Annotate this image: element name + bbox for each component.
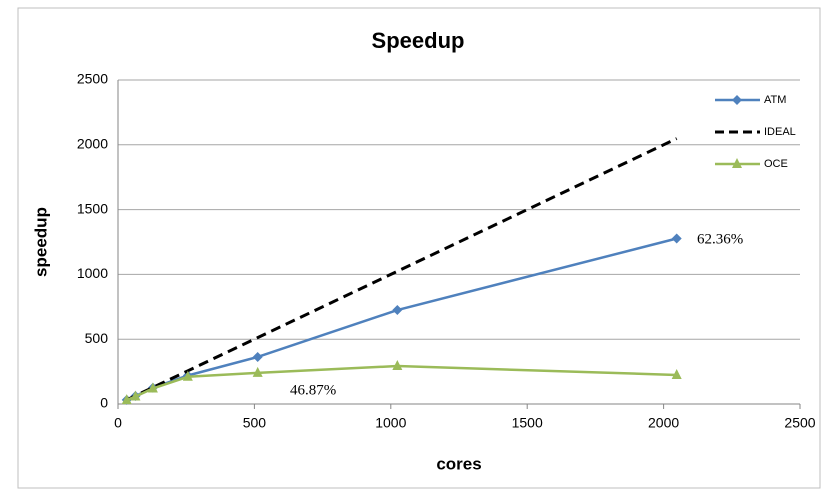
x-tick-label: 1500 (512, 415, 543, 431)
x-tick-label: 1000 (375, 415, 406, 431)
legend-label: IDEAL (764, 126, 796, 138)
y-tick-label: 2500 (77, 71, 108, 87)
y-tick-label: 500 (85, 330, 109, 346)
chart-frame (17, 7, 821, 489)
x-tick-label: 0 (114, 415, 122, 431)
annotation: 62.36% (697, 231, 743, 247)
marker (147, 382, 158, 393)
marker (392, 360, 403, 371)
annotation: 46.87% (290, 382, 336, 398)
marker (671, 233, 682, 244)
marker (252, 366, 263, 377)
marker (732, 158, 742, 168)
x-axis-label: cores (436, 454, 481, 473)
y-tick-label: 0 (100, 395, 108, 411)
legend-label: ATM (764, 94, 786, 106)
marker (252, 351, 263, 362)
y-tick-label: 2000 (77, 136, 108, 152)
y-axis-label: speedup (31, 207, 50, 277)
x-tick-label: 500 (243, 415, 267, 431)
chart-title: Speedup (372, 28, 465, 53)
marker (671, 368, 682, 379)
x-tick-label: 2000 (648, 415, 679, 431)
y-tick-label: 1500 (77, 200, 108, 216)
marker (182, 370, 193, 381)
marker (392, 305, 403, 316)
legend-label: OCE (764, 158, 788, 170)
x-tick-label: 2500 (784, 415, 815, 431)
marker (121, 394, 132, 405)
marker (130, 390, 141, 401)
y-tick-label: 1000 (77, 265, 108, 281)
marker (732, 95, 742, 105)
